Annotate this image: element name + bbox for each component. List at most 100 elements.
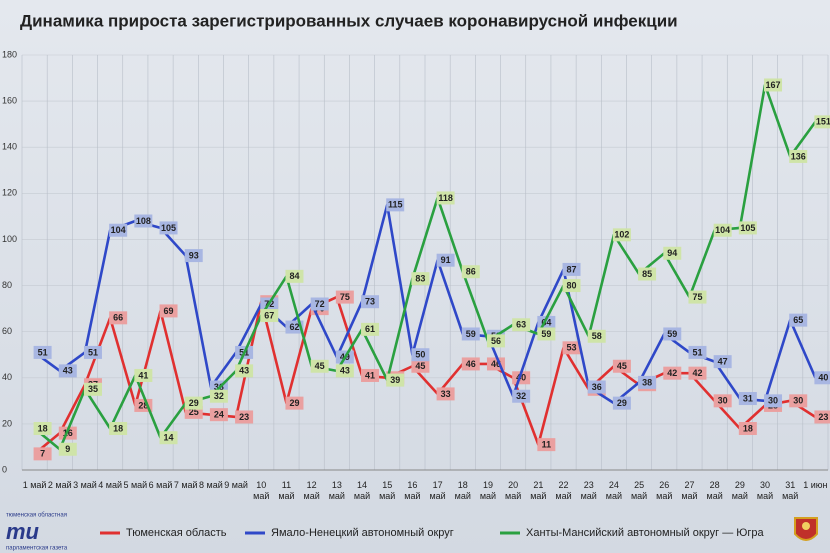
- x-tick-label: 10 май: [253, 480, 270, 501]
- x-tick-label: 6 май: [148, 480, 173, 490]
- data-label: 45: [612, 359, 631, 373]
- data-label-box: [58, 364, 77, 378]
- data-label-text: 64: [541, 317, 551, 327]
- data-label: 80: [562, 279, 581, 293]
- data-label: 11: [537, 438, 556, 452]
- x-tick-label: 29 май: [731, 480, 748, 501]
- data-label-box: [184, 396, 203, 410]
- data-label: 40: [512, 371, 531, 385]
- data-label-box: [663, 366, 682, 380]
- chart-title: Динамика прироста зарегистрированных слу…: [20, 11, 678, 30]
- data-label: 43: [335, 364, 354, 378]
- data-label: 42: [688, 366, 707, 380]
- data-label: 46: [461, 357, 480, 371]
- data-label: 50: [411, 348, 430, 362]
- data-label: 58: [587, 329, 606, 343]
- data-label-text: 66: [113, 313, 123, 323]
- data-label-box: [134, 214, 153, 228]
- logo-bottom: парламентская газета: [6, 546, 68, 552]
- y-tick-label: 120: [2, 188, 17, 198]
- x-tick-label: 11 май: [278, 480, 295, 501]
- data-label-box: [83, 382, 102, 396]
- x-tick-label: 14 май: [353, 480, 371, 501]
- data-label: 32: [209, 389, 228, 403]
- data-label: 83: [411, 272, 430, 286]
- data-label-box: [461, 265, 480, 279]
- data-label-box: [789, 149, 808, 163]
- data-label: 94: [663, 246, 682, 260]
- logo-top: тюменская областная: [6, 513, 67, 519]
- legend-label: Тюменская область: [126, 527, 227, 539]
- data-label: 43: [58, 364, 77, 378]
- x-tick-label: 13 май: [328, 480, 345, 501]
- data-label-box: [512, 371, 531, 385]
- data-label: 104: [713, 223, 732, 237]
- data-label-text: 104: [715, 225, 730, 235]
- x-tick-label: 16 май: [404, 480, 421, 501]
- x-tick-label: 20 май: [505, 480, 522, 501]
- data-label-box: [361, 295, 380, 309]
- data-label-text: 115: [388, 200, 403, 210]
- data-label-text: 38: [642, 377, 652, 387]
- data-label-box: [310, 297, 329, 311]
- data-label-box: [411, 359, 430, 373]
- data-label-text: 14: [164, 433, 174, 443]
- data-label: 23: [814, 410, 830, 424]
- data-label-box: [260, 309, 279, 323]
- data-label: 63: [512, 318, 531, 332]
- data-label-box: [361, 368, 380, 382]
- data-label-box: [58, 442, 77, 456]
- data-label: 59: [461, 327, 480, 341]
- data-label-text: 86: [466, 267, 476, 277]
- data-label-box: [789, 313, 808, 327]
- data-label-box: [285, 396, 304, 410]
- data-label-text: 25: [189, 407, 199, 417]
- data-label-box: [638, 267, 657, 281]
- x-tick-label: 2 май: [47, 480, 72, 490]
- data-label-text: 102: [614, 230, 629, 240]
- data-label: 36: [587, 380, 606, 394]
- data-label: 75: [688, 290, 707, 304]
- data-label-text: 167: [766, 80, 781, 90]
- data-label-text: 59: [541, 329, 551, 339]
- data-label: 42: [663, 366, 682, 380]
- data-label: 29: [612, 396, 631, 410]
- data-label: 65: [789, 313, 808, 327]
- data-label-text: 43: [239, 366, 249, 376]
- x-tick-label: 1 июн: [803, 480, 828, 490]
- data-label-box: [310, 359, 329, 373]
- data-label: 53: [562, 341, 581, 355]
- data-label-text: 87: [567, 264, 577, 274]
- data-label-text: 51: [692, 347, 702, 357]
- data-label-box: [83, 345, 102, 359]
- data-label-text: 18: [113, 423, 123, 433]
- data-label-text: 43: [63, 366, 73, 376]
- data-label-text: 72: [315, 299, 325, 309]
- data-label-text: 65: [793, 315, 803, 325]
- data-label: 30: [713, 394, 732, 408]
- data-label: 29: [285, 396, 304, 410]
- data-label-text: 24: [214, 410, 224, 420]
- data-label-text: 39: [390, 375, 400, 385]
- data-label-box: [537, 327, 556, 341]
- data-label: 84: [285, 269, 304, 283]
- data-label-box: [587, 380, 606, 394]
- data-label-box: [461, 327, 480, 341]
- x-tick-label: 23 май: [580, 480, 597, 501]
- data-label: 18: [109, 422, 128, 435]
- data-label-box: [512, 389, 531, 403]
- data-label: 31: [738, 392, 757, 406]
- data-label-box: [411, 272, 430, 286]
- data-label-text: 29: [189, 398, 199, 408]
- data-label-box: [814, 410, 830, 424]
- data-label: 67: [260, 309, 279, 323]
- data-label: 115: [386, 198, 405, 212]
- data-label-box: [436, 191, 455, 205]
- data-label: 24: [209, 408, 228, 422]
- data-label-box: [713, 394, 732, 408]
- data-label-box: [159, 431, 178, 445]
- data-label-text: 75: [340, 292, 350, 302]
- data-label-text: 75: [692, 292, 702, 302]
- x-tick-label: 22 май: [555, 480, 572, 501]
- x-tick-label: 9 май: [224, 480, 248, 490]
